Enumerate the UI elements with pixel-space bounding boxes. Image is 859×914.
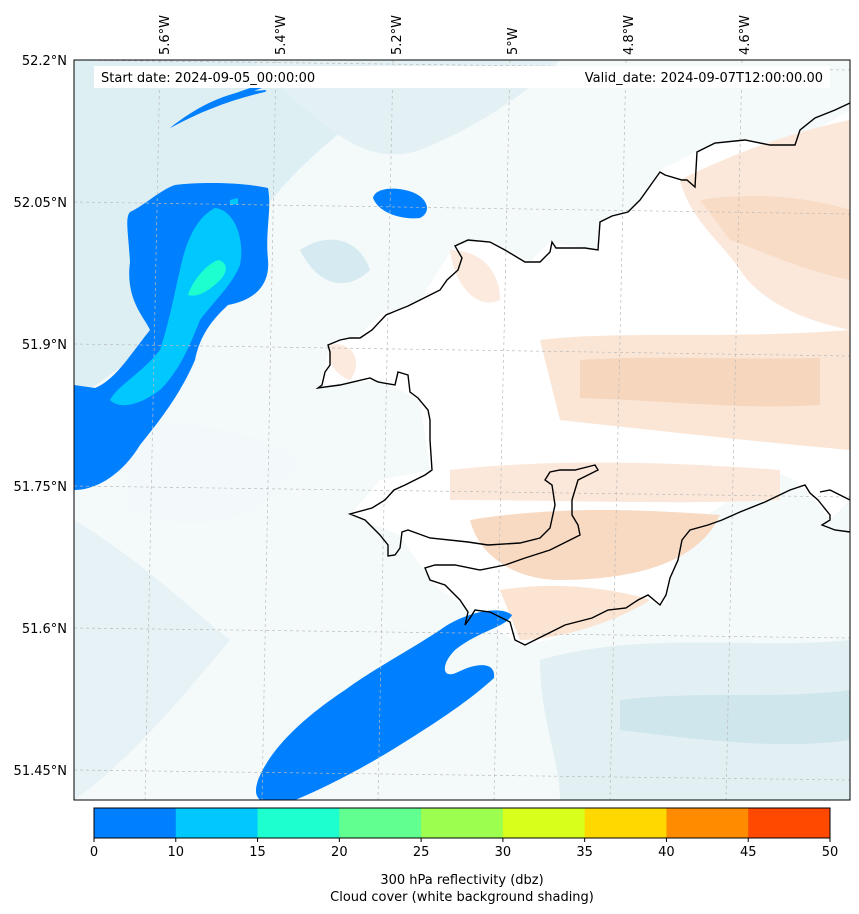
colorbar-segment-1: [175, 808, 259, 838]
longitude-labels: 5.6°W 5.4°W 5.2°W 5°W 4.8°W 4.6°W: [158, 15, 753, 55]
colorbar-tick-label-0: 0: [90, 845, 98, 860]
lat-label-51.9N: 51.9°N: [22, 338, 67, 353]
info-bar: [94, 66, 830, 88]
colorbar-segment-7: [666, 808, 749, 838]
lat-label-52.05N: 52.05°N: [14, 196, 67, 211]
valid-date-label: Valid_date: 2024-09-07T12:00:00.00: [585, 71, 823, 86]
lon-label-4.8W: 4.8°W: [622, 15, 637, 55]
reflectivity-cell-small: [373, 188, 427, 219]
colorbar-tick-label-1: 10: [168, 845, 185, 860]
lon-label-5W: 5°W: [506, 27, 521, 55]
warm-shading: [328, 120, 850, 640]
colorbar-tick-label-8: 45: [740, 845, 757, 860]
colorbar-tick-label-5: 30: [495, 845, 512, 860]
reflectivity-cell-south: [255, 610, 512, 800]
colorbar-tick-label-3: 20: [331, 845, 348, 860]
colorbar-segment-3: [339, 808, 422, 838]
lat-label-52.2N: 52.2°N: [22, 54, 67, 69]
latitude-labels: 52.2°N 52.05°N 51.9°N 51.75°N 51.6°N 51.…: [14, 54, 67, 779]
lat-label-51.45N: 51.45°N: [14, 764, 67, 779]
colorbar-tick-label-4: 25: [413, 845, 430, 860]
colorbar-tick-label-7: 40: [658, 845, 675, 860]
lat-label-51.6N: 51.6°N: [22, 622, 67, 637]
colorbar-segment-4: [421, 808, 504, 838]
coastline-cape: [819, 489, 850, 501]
colorbar-tick-label-6: 35: [576, 845, 593, 860]
reflectivity-fields: [74, 88, 512, 800]
lon-label-5.4W: 5.4°W: [274, 15, 289, 55]
colorbar-frame: [93, 807, 831, 839]
colorbar-segment-8: [748, 808, 831, 838]
colorbar-sublabel: Cloud cover (white background shading): [330, 890, 594, 905]
lon-label-5.6W: 5.6°W: [158, 15, 173, 55]
colorbar-ticks: 0 10 15 20 25 30 35 40 45 50: [90, 838, 838, 860]
lat-label-51.75N: 51.75°N: [14, 480, 67, 495]
coastline: [315, 102, 850, 646]
colorbar: 0 10 15 20 25 30 35 40 45 50 300 hPa reflectivity…: [90, 807, 838, 905]
colorbar-tick-label-2: 15: [249, 845, 266, 860]
colorbar-segment-5: [502, 808, 586, 838]
start-date-label: Start date: 2024-09-05_00:00:00: [101, 71, 315, 86]
colorbar-segment-2: [257, 808, 340, 838]
colorbar-label: 300 hPa reflectivity (dbz): [380, 873, 543, 888]
colorbar-segment-6: [584, 808, 667, 838]
map-frame: [73, 59, 851, 801]
map-area: [74, 60, 850, 800]
colorbar-tick-label-9: 50: [822, 845, 839, 860]
colorbar-segments: [94, 808, 831, 838]
colorbar-segment-0: [94, 808, 177, 838]
lon-label-5.2W: 5.2°W: [390, 15, 405, 55]
lon-label-4.6W: 4.6°W: [738, 15, 753, 55]
